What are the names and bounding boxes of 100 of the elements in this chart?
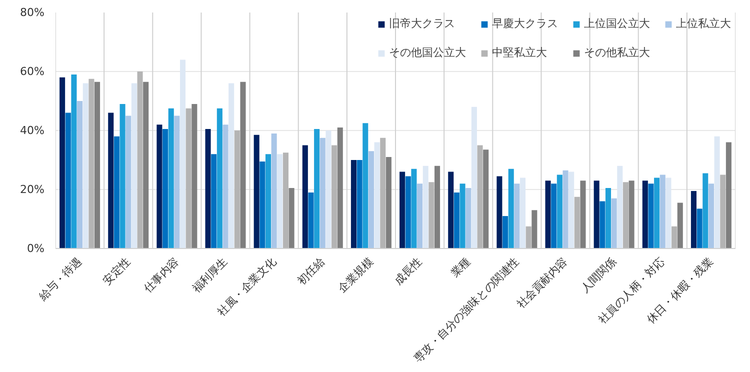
bar (574, 196, 580, 248)
bar (350, 160, 356, 248)
bar (71, 74, 77, 248)
bar (660, 174, 666, 248)
bar (594, 180, 600, 248)
x-tick-label: 安定性 (100, 254, 133, 288)
bar (628, 180, 634, 248)
bar (216, 108, 222, 248)
y-tick-label: 80% (20, 6, 45, 19)
bar (380, 138, 386, 248)
legend-label: その他私立大 (584, 45, 650, 60)
y-tick-label: 60% (20, 65, 45, 78)
bar (77, 101, 83, 248)
bar (211, 154, 217, 248)
bar (696, 208, 702, 248)
bar (271, 133, 277, 248)
bar (137, 72, 143, 248)
bar (60, 77, 66, 248)
bar (502, 216, 508, 248)
bar (460, 184, 466, 248)
bar (88, 78, 94, 248)
y-tick-label: 20% (20, 183, 45, 196)
bar (94, 82, 100, 248)
bar (162, 129, 168, 248)
bar (228, 83, 234, 248)
x-tick-label: 成長性 (392, 254, 424, 288)
bar (454, 192, 460, 248)
bar (186, 108, 192, 248)
bar (708, 184, 714, 248)
bar (411, 168, 417, 248)
bar (362, 123, 368, 248)
bar (562, 170, 568, 248)
bar (714, 136, 720, 248)
bar (672, 226, 678, 248)
bar (405, 176, 411, 248)
bar (666, 178, 672, 248)
bar (611, 198, 617, 248)
bar (254, 134, 260, 248)
x-tick-label: 初任給 (294, 254, 328, 288)
bar (337, 128, 343, 248)
bar (477, 145, 483, 248)
bar (108, 112, 114, 248)
bar (556, 174, 562, 248)
bar (368, 151, 374, 248)
bar (726, 142, 732, 248)
bar (545, 180, 551, 248)
bar (192, 104, 198, 248)
bar (205, 129, 211, 248)
bar (277, 154, 283, 248)
bar (260, 161, 266, 248)
bar (483, 150, 489, 248)
bar (434, 166, 440, 248)
bar (374, 142, 380, 248)
bar (702, 173, 708, 248)
bar (422, 166, 428, 248)
bar (65, 112, 71, 248)
bar (114, 136, 120, 248)
bar (677, 202, 683, 248)
bar (622, 182, 628, 248)
bar (508, 168, 514, 248)
bar (326, 130, 332, 248)
bar (332, 145, 338, 248)
bar (288, 188, 294, 248)
legend-label: その他国公立大 (389, 45, 466, 60)
y-tick-label: 0% (27, 242, 44, 255)
bar (448, 172, 454, 248)
bar (551, 184, 557, 248)
x-tick-label: 企業規模 (336, 254, 376, 296)
bar (308, 192, 314, 248)
bar (466, 188, 472, 248)
bar (654, 178, 660, 248)
bar (532, 210, 538, 248)
x-tick-label: 福利厚生 (190, 254, 230, 296)
bar (302, 145, 308, 248)
x-tick-label: 業種 (448, 254, 473, 280)
bar (526, 226, 532, 248)
bar (642, 180, 648, 248)
bar (168, 108, 174, 248)
bar (314, 129, 320, 248)
bar (156, 124, 162, 248)
bar (580, 180, 586, 248)
bar (496, 176, 502, 248)
legend-label: 上位私立大 (676, 16, 731, 31)
bar (690, 190, 696, 248)
bar (320, 138, 326, 248)
bar (720, 174, 726, 248)
bar (605, 188, 612, 248)
bar (282, 152, 288, 248)
bar (174, 116, 180, 248)
bar (417, 184, 423, 248)
bar (386, 157, 392, 248)
bar (356, 160, 362, 248)
bar (520, 178, 526, 248)
bar (234, 130, 240, 248)
bar (126, 116, 132, 248)
bar (471, 106, 477, 248)
bar (143, 82, 149, 248)
x-tick-label: 仕事内容 (141, 254, 182, 296)
bar (240, 82, 246, 248)
legend-label: 早慶大クラス (492, 16, 558, 31)
